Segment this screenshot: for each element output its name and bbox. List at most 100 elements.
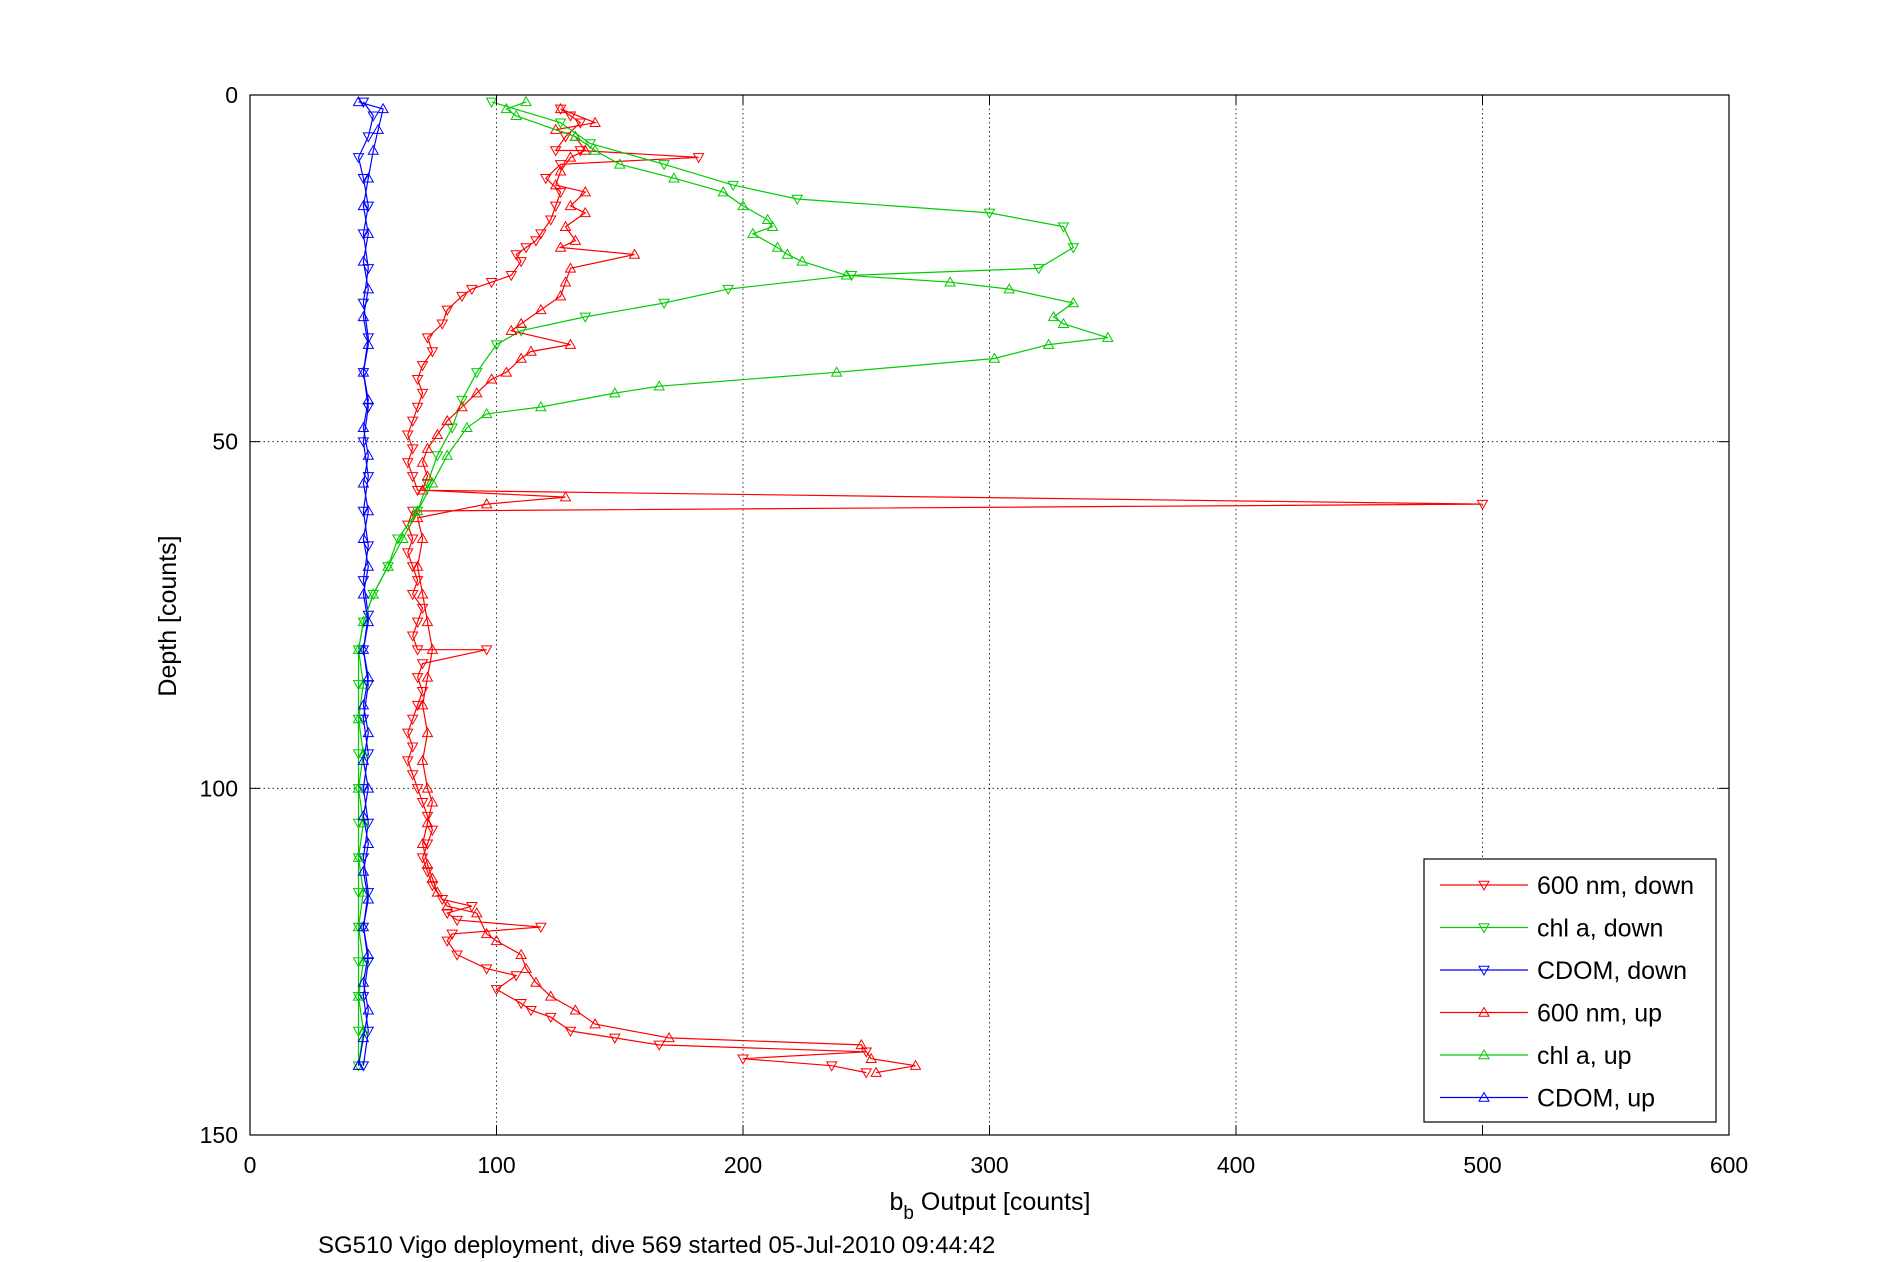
data-point — [564, 1026, 577, 1038]
x-axis-label-subscript: b — [903, 1203, 914, 1224]
data-point — [357, 810, 370, 821]
data-point — [357, 784, 370, 795]
data-point — [446, 929, 458, 940]
data-point — [465, 284, 478, 296]
data-point — [480, 645, 493, 656]
data-point — [544, 215, 557, 226]
legend-marker — [1478, 923, 1490, 934]
data-point — [416, 361, 429, 372]
data-point — [357, 588, 370, 599]
data-point — [406, 714, 419, 726]
data-point — [362, 449, 375, 460]
data-point — [421, 839, 434, 850]
data-point — [411, 485, 424, 497]
data-point — [362, 726, 375, 738]
data-point — [406, 416, 419, 427]
data-point — [421, 816, 434, 828]
data-point — [431, 886, 444, 897]
data-point — [628, 248, 641, 259]
data-point — [421, 442, 434, 453]
data-point — [490, 340, 503, 351]
data-point — [608, 387, 621, 398]
data-point — [796, 255, 809, 266]
data-point — [564, 111, 577, 122]
data-point — [357, 678, 370, 689]
data-point — [362, 893, 375, 904]
legend-label: chl a, up — [1537, 1042, 1632, 1070]
data-point — [451, 915, 463, 927]
data-point — [515, 317, 528, 329]
data-point — [461, 421, 473, 433]
data-point — [352, 957, 365, 968]
data-point — [589, 116, 601, 127]
data-point — [569, 1004, 582, 1015]
data-point — [465, 901, 478, 913]
data-point — [1047, 310, 1060, 322]
data-point — [362, 283, 375, 294]
data-point — [421, 333, 434, 344]
data-point — [357, 976, 370, 987]
data-point — [530, 236, 542, 247]
data-point — [352, 153, 365, 164]
data-point — [406, 562, 419, 573]
data-point — [510, 250, 523, 261]
data-point — [520, 962, 532, 973]
data-point — [505, 324, 518, 335]
data-point — [401, 728, 414, 739]
data-point — [559, 220, 572, 231]
data-point — [485, 373, 498, 384]
data-point — [362, 338, 375, 349]
data-point — [525, 1005, 537, 1017]
data-point — [416, 388, 429, 400]
data-point — [362, 888, 375, 899]
data-point — [421, 782, 434, 793]
data-point — [589, 144, 601, 155]
data-point — [372, 123, 385, 134]
x-axis-label-main: b — [890, 1188, 904, 1216]
data-point — [781, 248, 794, 259]
legend-box — [1423, 858, 1717, 1123]
data-point — [401, 430, 414, 441]
data-point — [500, 366, 513, 377]
data-point — [352, 1026, 365, 1038]
data-point — [490, 985, 503, 996]
data-point — [1476, 499, 1489, 511]
data-point — [485, 277, 498, 289]
data-point — [1042, 338, 1055, 349]
data-point — [830, 366, 843, 377]
x-tick-label: 300 — [970, 1152, 1008, 1178]
data-point — [451, 950, 463, 961]
data-point — [505, 271, 518, 282]
data-point — [421, 811, 434, 823]
figure-caption: SG510 Vigo deployment, dive 569 started … — [318, 1232, 995, 1259]
data-point — [421, 726, 434, 738]
data-point — [456, 400, 468, 412]
data-point — [411, 617, 424, 628]
data-point — [658, 298, 670, 310]
legend-marker — [1478, 965, 1490, 977]
data-point — [406, 444, 419, 455]
data-point — [909, 1059, 922, 1070]
series-2 — [352, 97, 380, 1072]
series-line — [357, 101, 1075, 1066]
data-point — [441, 908, 454, 920]
data-point — [608, 1033, 621, 1044]
data-point — [480, 927, 493, 939]
data-point — [362, 504, 375, 516]
data-point — [411, 560, 424, 571]
data-point — [367, 588, 380, 599]
data-point — [426, 643, 439, 654]
data-point — [357, 229, 370, 240]
legend-label: CDOM, down — [1537, 957, 1687, 985]
data-point — [352, 1059, 365, 1070]
legend-entry: chl a, up — [1440, 1042, 1632, 1070]
data-point — [988, 352, 1001, 363]
data-point — [352, 712, 365, 724]
data-point — [421, 615, 434, 627]
data-point — [426, 796, 439, 807]
data-point — [549, 179, 562, 190]
data-point — [737, 1054, 749, 1065]
y-tick-label: 50 — [212, 429, 238, 455]
data-point — [362, 394, 375, 405]
data-point — [653, 1040, 666, 1051]
